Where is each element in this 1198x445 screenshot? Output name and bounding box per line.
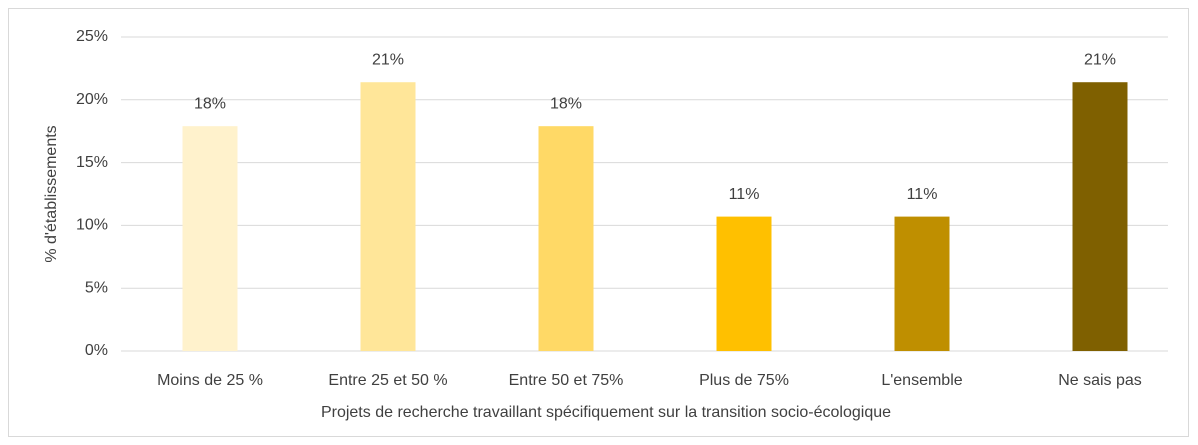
data-label: 18% <box>194 95 226 112</box>
x-tick-label: Entre 50 et 75% <box>509 372 624 389</box>
bar <box>538 126 594 352</box>
bar <box>716 216 772 351</box>
bar <box>894 216 950 351</box>
x-tick-label: Plus de 75% <box>699 372 789 389</box>
y-tick-label: 25% <box>76 28 108 45</box>
y-tick-label: 5% <box>85 279 108 296</box>
data-label: 21% <box>1084 51 1116 68</box>
y-tick-label: 20% <box>76 91 108 108</box>
data-label: 11% <box>907 186 938 203</box>
x-tick-label: Entre 25 et 50 % <box>328 372 447 389</box>
x-tick-label: Moins de 25 % <box>157 372 263 389</box>
y-axis-label: % d'établissements <box>43 125 60 262</box>
data-label: 11% <box>729 186 760 203</box>
data-label: 21% <box>372 51 404 68</box>
y-tick-label: 0% <box>85 342 108 359</box>
x-tick-label: L'ensemble <box>881 372 962 389</box>
data-label: 18% <box>550 95 582 112</box>
x-axis-label: Projets de recherche travaillant spécifi… <box>321 404 891 421</box>
bar <box>360 82 416 351</box>
y-tick-label: 10% <box>76 217 108 234</box>
bar <box>1072 82 1128 351</box>
x-tick-label: Ne sais pas <box>1058 372 1142 389</box>
bar <box>182 126 238 352</box>
y-tick-label: 15% <box>76 154 108 171</box>
